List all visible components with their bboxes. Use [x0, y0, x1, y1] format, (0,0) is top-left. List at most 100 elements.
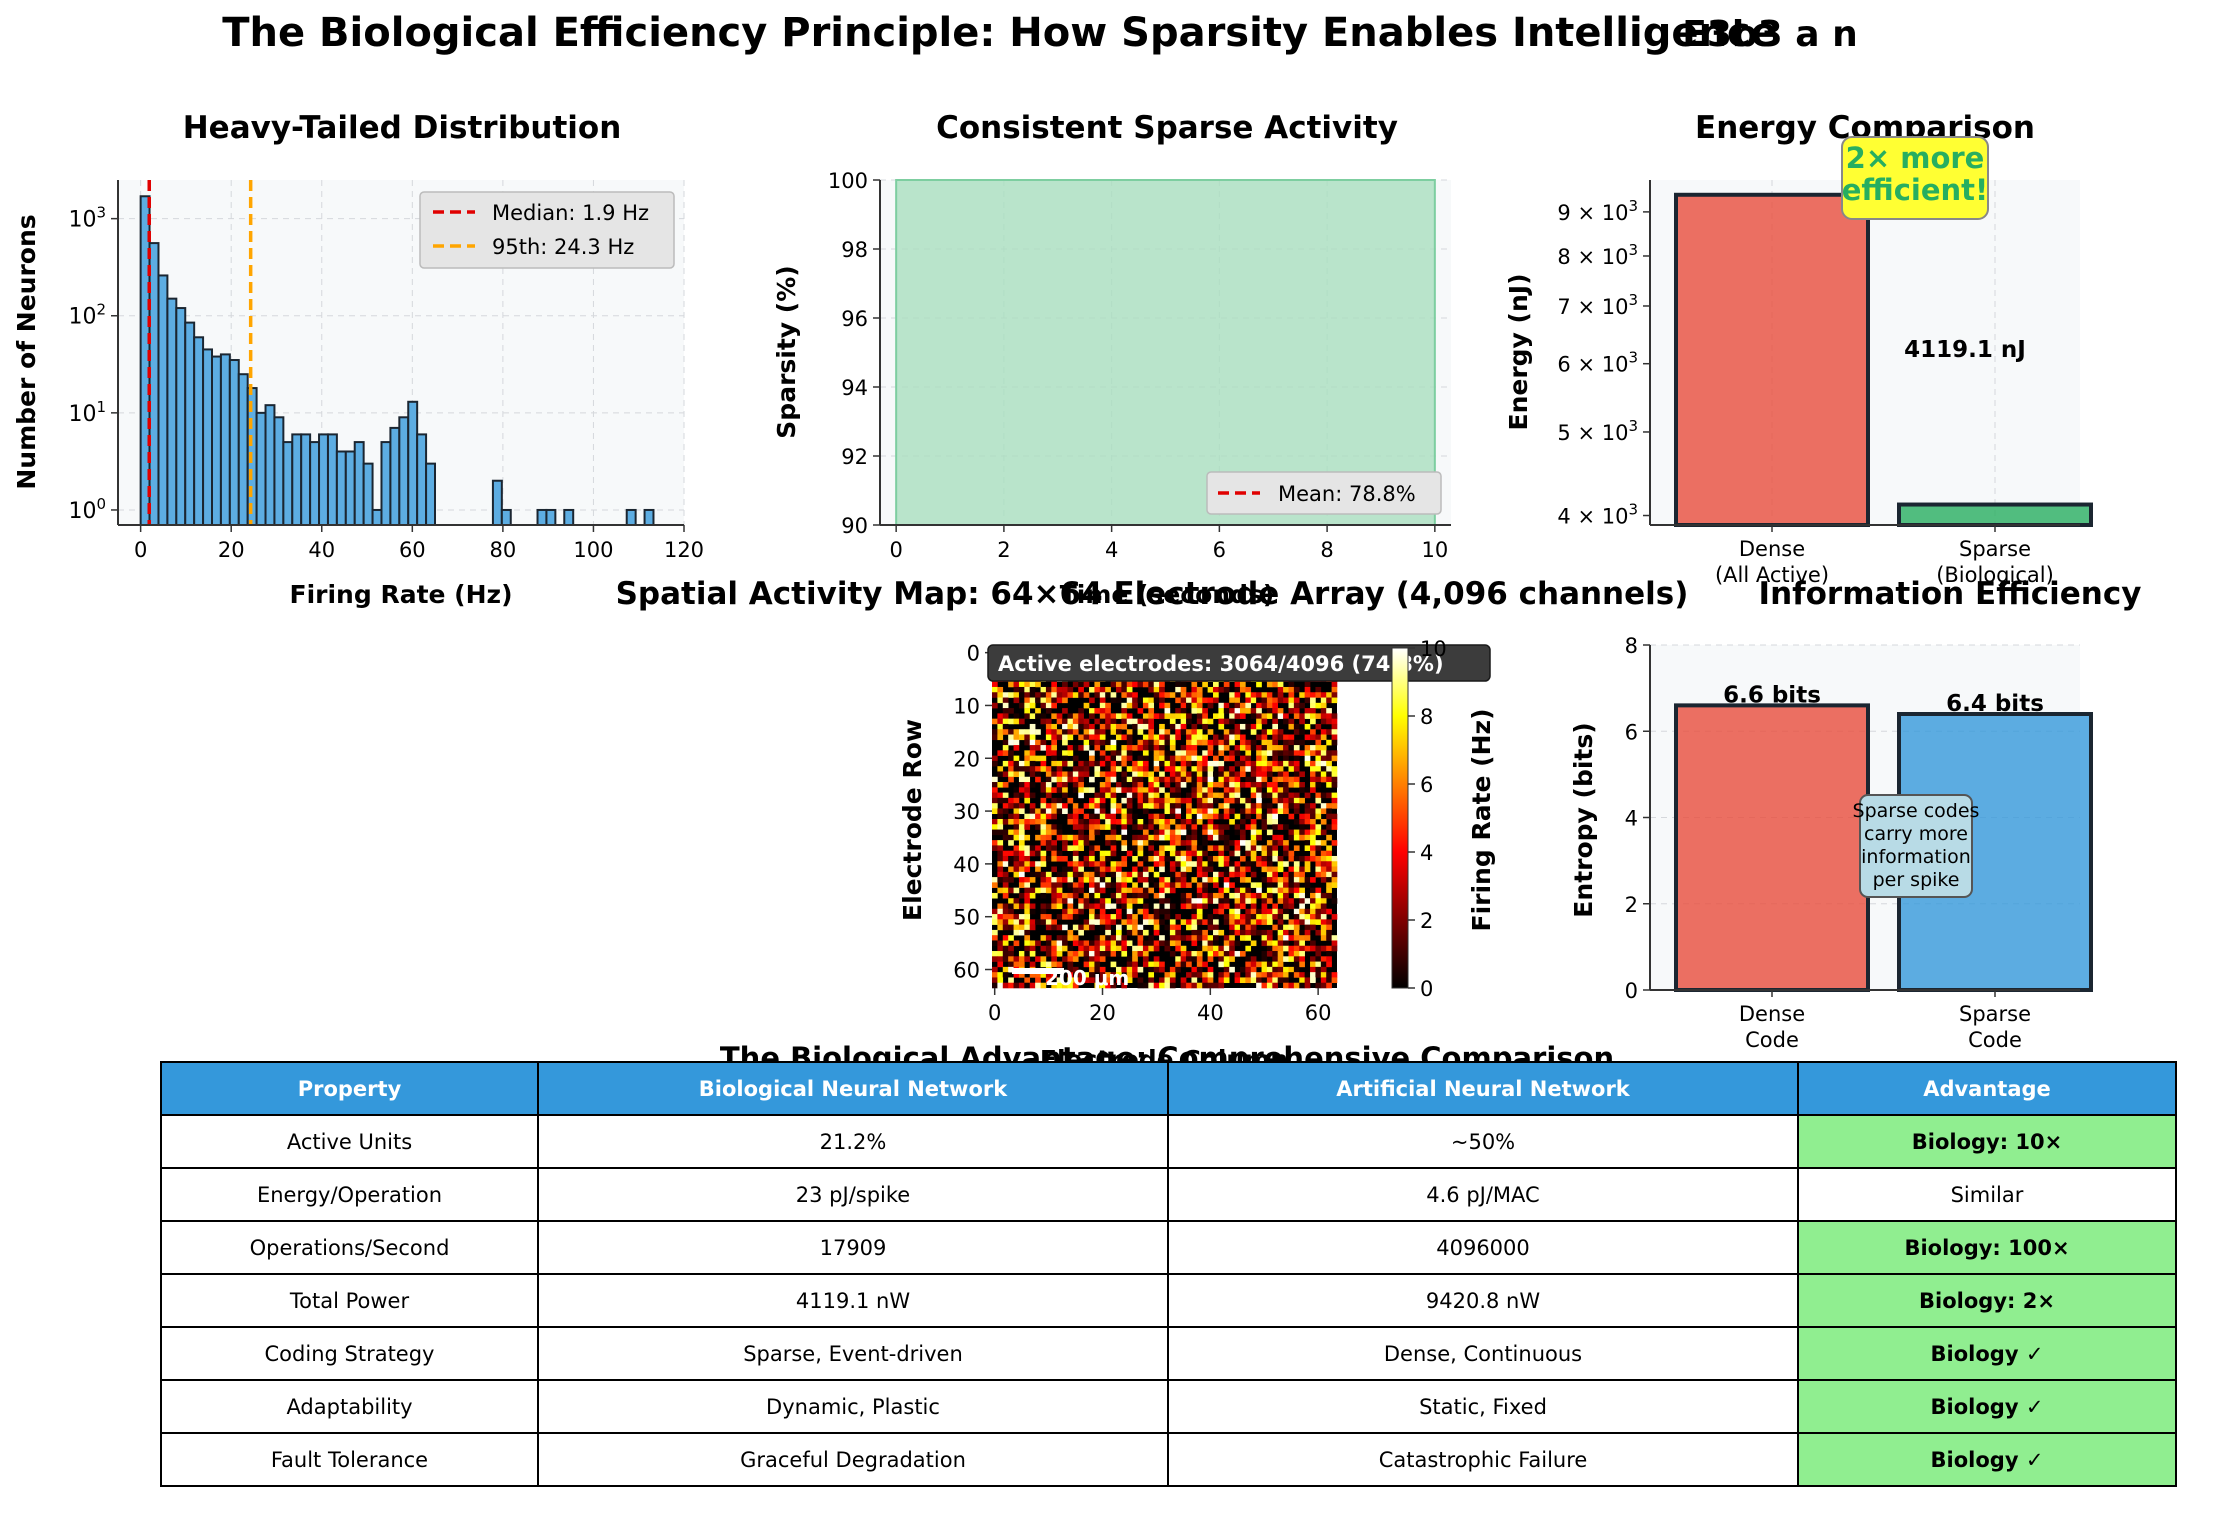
heatmap-cell — [1180, 782, 1187, 788]
heatmap-cell — [1315, 919, 1322, 925]
tick-label: 20 — [218, 538, 245, 562]
heatmap-cell — [1310, 850, 1316, 857]
heatmap-cell — [1110, 940, 1117, 947]
heatmap-cell — [1299, 824, 1305, 830]
heatmap-cell — [1008, 903, 1014, 910]
heatmap-cell — [1277, 776, 1284, 783]
heatmap-cell — [1002, 797, 1009, 804]
heatmap-cell — [1148, 945, 1155, 952]
heatmap-cell — [1229, 771, 1235, 778]
heatmap-cell — [1024, 734, 1031, 741]
heatmap-cell — [1072, 755, 1079, 762]
heatmap-cell — [1072, 908, 1079, 915]
heatmap-cell — [1304, 834, 1311, 841]
heatmap-cell — [1256, 681, 1262, 688]
heatmap-cell — [1126, 887, 1133, 894]
heatmap-cell — [1191, 750, 1198, 756]
heatmap-cell — [1013, 850, 1020, 857]
heatmap-cell — [997, 829, 1004, 836]
histogram-bar — [255, 411, 267, 526]
heatmap-cell — [1180, 750, 1187, 756]
heatmap-cell — [1218, 776, 1225, 783]
heatmap-cell — [1099, 813, 1106, 820]
heatmap-cell — [1094, 681, 1101, 688]
heatmap-cell — [1315, 850, 1322, 857]
heatmap-cell — [1067, 961, 1074, 968]
heatmap-cell — [1229, 929, 1235, 936]
heatmap-cell — [1126, 903, 1133, 910]
heatmap-cell — [1293, 866, 1300, 873]
heatmap-cell — [1132, 945, 1138, 952]
heatmap-cell — [1326, 782, 1332, 788]
heatmap-cell — [1159, 729, 1165, 735]
heatmap-cell — [1099, 702, 1106, 709]
histogram-y-label: Number of Neurons — [12, 214, 41, 489]
heatmap-cell — [1132, 956, 1138, 962]
heatmap-cell — [1126, 908, 1133, 915]
heatmap-cell — [1202, 755, 1208, 762]
heatmap-cell — [1175, 929, 1181, 936]
heatmap-cell — [1213, 914, 1219, 920]
heatmap-cell — [997, 782, 1004, 788]
heatmap-cell — [1261, 734, 1268, 741]
heatmap-cell — [997, 940, 1004, 947]
heatmap-cell — [1132, 771, 1138, 778]
heatmap-cell — [1126, 745, 1133, 751]
heatmap-cell — [1142, 908, 1149, 915]
heatmap-cell — [1153, 850, 1160, 857]
heatmap-cell — [1293, 892, 1300, 899]
heatmap-cell — [997, 697, 1004, 704]
heatmap-cell — [1126, 956, 1133, 962]
heatmap-cell — [1110, 718, 1117, 725]
histogram-bar — [219, 353, 231, 527]
heatmap-cell — [1250, 776, 1257, 783]
heatmap-cell — [1083, 745, 1090, 751]
heatmap-cell — [1223, 861, 1230, 867]
heatmap-cell — [1234, 919, 1241, 925]
heatmap-cell — [1202, 829, 1208, 836]
heatmap-cell — [1024, 776, 1031, 783]
heatmap-cell — [1018, 850, 1025, 857]
heatmap-cell — [1094, 919, 1101, 925]
heatmap-cell — [1089, 713, 1095, 719]
heatmap-cell — [1056, 855, 1063, 862]
property-cell: Operations/Second — [160, 1220, 539, 1275]
heatmap-cell — [1056, 692, 1063, 698]
heatmap-cell — [1293, 782, 1300, 788]
heatmap-cell — [1283, 877, 1289, 883]
heatmap-cell — [1315, 929, 1322, 936]
heatmap-cell — [1175, 692, 1181, 698]
heatmap-cell — [1089, 919, 1095, 925]
heatmap-cell — [1045, 766, 1052, 772]
heatmap-cell — [1148, 681, 1155, 688]
heatmap-cell — [1299, 972, 1305, 978]
heatmap-cell — [1239, 855, 1246, 862]
heatmap-cell — [1293, 702, 1300, 709]
heatmap-cell — [1089, 945, 1095, 952]
heatmap-cell — [1299, 718, 1305, 725]
heatmap-cell — [1245, 956, 1252, 962]
heatmap-cell — [1315, 739, 1322, 746]
heatmap-cell — [1326, 803, 1332, 809]
heatmap-cell — [1121, 723, 1128, 730]
heatmap-cell — [1110, 697, 1117, 704]
heatmap-cell — [1213, 898, 1219, 904]
heatmap-cell — [1169, 966, 1176, 973]
legend-median-label: Median: 1.9 Hz — [492, 201, 649, 225]
heatmap-cell — [1207, 739, 1214, 746]
heatmap-cell — [1115, 877, 1122, 883]
heatmap-cell — [1067, 686, 1074, 693]
heatmap-cell — [1218, 713, 1225, 719]
heatmap-cell — [1094, 829, 1101, 836]
heatmap-cell — [1202, 935, 1208, 941]
heatmap-cell — [1191, 697, 1198, 704]
heatmap-cell — [1191, 824, 1198, 830]
heatmap-cell — [1175, 782, 1181, 788]
heatmap-cell — [1002, 829, 1009, 836]
heatmap-cell — [1261, 702, 1268, 709]
heatmap-cell — [1083, 892, 1090, 899]
heatmap-cell — [1013, 734, 1020, 741]
heatmap-cell — [1315, 982, 1322, 989]
heatmap-cell — [1169, 803, 1176, 809]
heatmap-cell — [1315, 686, 1322, 693]
